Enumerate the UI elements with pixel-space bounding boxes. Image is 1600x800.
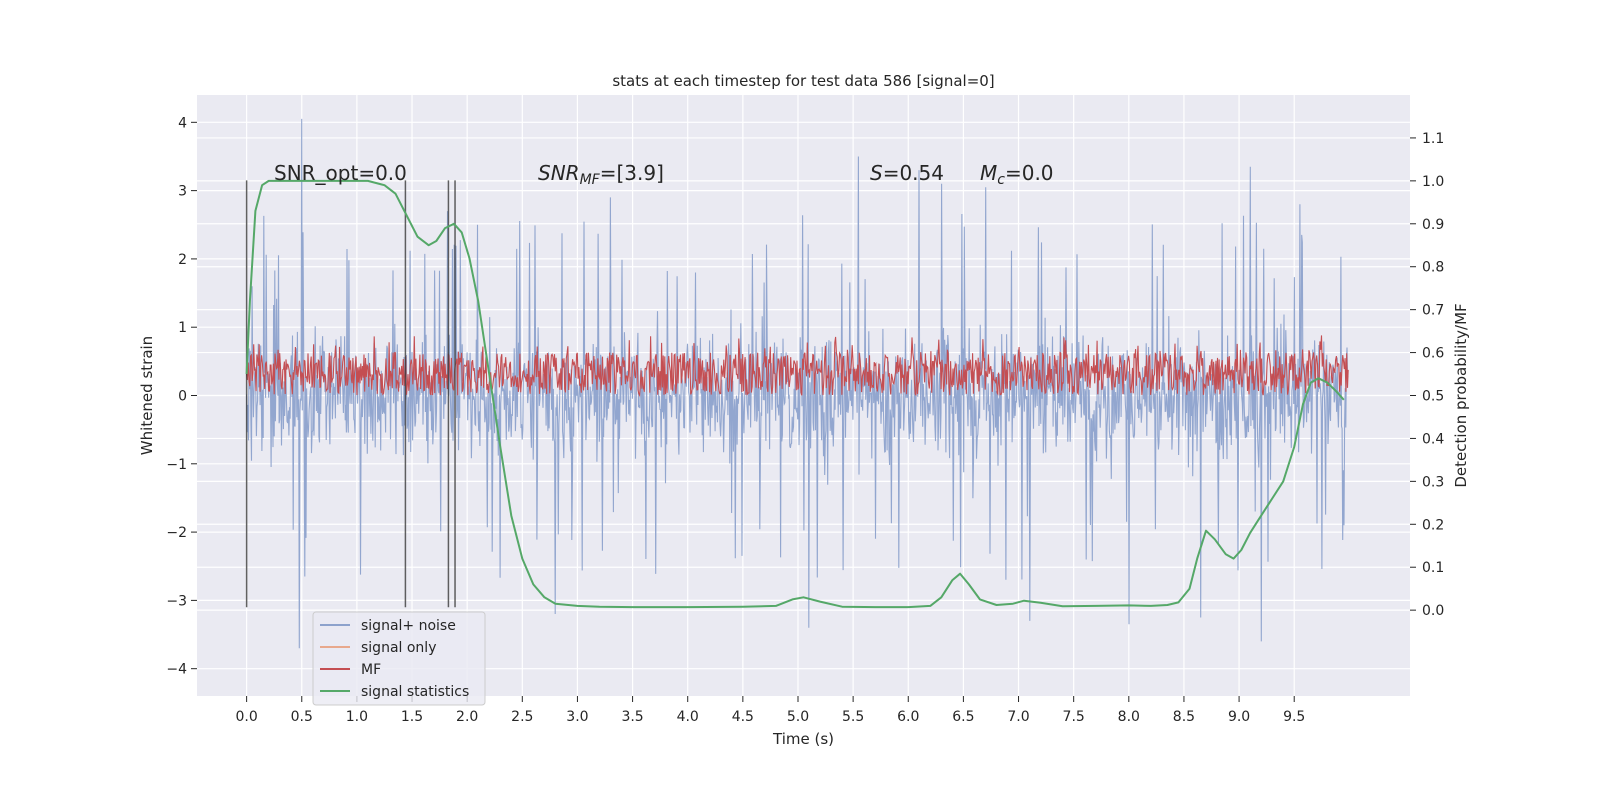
x-tick-label: 2.5: [511, 709, 533, 725]
s-value: =0.54: [883, 161, 944, 185]
x-tick-label: 3.0: [566, 709, 588, 725]
x-tick-label: 4.5: [732, 709, 754, 725]
snr-opt-annotation: SNR_opt=0.0: [274, 161, 407, 185]
right-y-tick-label: 0.7: [1422, 303, 1444, 319]
s-prefix: S: [870, 161, 883, 185]
x-tick-label: 8.5: [1173, 709, 1195, 725]
x-tick-label: 5.5: [842, 709, 864, 725]
chart-title: stats at each timestep for test data 586…: [612, 72, 994, 90]
signal-noise-series: [246, 118, 1349, 649]
x-tick-label: 0.5: [291, 709, 313, 725]
snr-mf-annotation: SNRMF=[3.9]: [538, 161, 664, 188]
legend: signal+ noise signal only MF signal statist…: [312, 611, 486, 706]
mc-value: =0.0: [1005, 161, 1054, 185]
legend-box: [312, 611, 486, 706]
legend-label: signal statistics: [361, 684, 469, 700]
x-tick-label: 7.0: [1007, 709, 1029, 725]
right-y-axis: 0.0 0.1 0.2 0.3 0.4 0.5 0.6 0.7 0.8 0.9 1.0 1.1: [1410, 131, 1444, 619]
right-y-tick-label: 0.2: [1422, 517, 1444, 533]
x-axis: 0.0 0.5 1.0 1.5 2.0 2.5 3.0 3.5 4.0 4.5 5.0 5.5 6.0 6…: [235, 696, 1305, 725]
snr-mf-subscript: MF: [580, 172, 601, 188]
left-y-tick-label: 1: [178, 320, 187, 336]
x-tick-label: 6.5: [952, 709, 974, 725]
right-y-tick-label: 0.3: [1422, 474, 1444, 490]
left-y-tick-label: −4: [166, 662, 187, 678]
left-y-axis: −4 −3 −2 −1 0 1 2 3 4: [166, 115, 197, 678]
x-tick-label: 1.0: [346, 709, 368, 725]
right-y-tick-label: 0.4: [1422, 431, 1444, 447]
mf-series: [246, 335, 1349, 398]
x-tick-label: 1.5: [401, 709, 423, 725]
snr-mf-prefix: SNR: [538, 161, 580, 185]
annotations: SNR_opt=0.0 SNRMF=[3.9] S=0.54 Mc=0.0: [274, 161, 1054, 188]
right-y-tick-label: 0.8: [1422, 260, 1444, 276]
mc-annotation: Mc=0.0: [980, 161, 1054, 188]
left-y-tick-label: −3: [166, 593, 187, 609]
x-axis-label: Time (s): [772, 730, 834, 748]
left-y-tick-label: 0: [178, 389, 187, 405]
x-tick-label: 5.0: [787, 709, 809, 725]
mc-subscript: c: [997, 172, 1005, 188]
right-y-tick-label: 0.9: [1422, 217, 1444, 233]
left-y-tick-label: 3: [178, 184, 187, 200]
right-y-tick-label: 1.1: [1422, 131, 1444, 147]
left-y-tick-label: −2: [166, 525, 187, 541]
signal-noise-line: [246, 118, 1349, 649]
right-y-tick-label: 1.0: [1422, 174, 1444, 190]
snr-mf-value: =[3.9]: [600, 161, 664, 185]
x-tick-label: 3.5: [621, 709, 643, 725]
x-tick-label: 4.0: [677, 709, 699, 725]
x-tick-label: 8.0: [1118, 709, 1140, 725]
right-y-axis-label: Detection probability/MF: [1452, 303, 1470, 487]
x-tick-label: 7.5: [1063, 709, 1085, 725]
signal-statistics-series: [245, 179, 1345, 609]
right-y-tick-label: 0.5: [1422, 389, 1444, 405]
right-y-tick-label: 0.0: [1422, 603, 1444, 619]
mf-line: [246, 335, 1349, 398]
right-y-tick-label: 0.6: [1422, 346, 1444, 362]
x-tick-label: 2.0: [456, 709, 478, 725]
left-y-tick-label: 4: [178, 115, 187, 131]
right-y-tick-label: 0.1: [1422, 560, 1444, 576]
y-axis-label: Whitened strain: [138, 336, 156, 455]
legend-label: signal only: [361, 640, 436, 656]
x-tick-label: 9.0: [1228, 709, 1250, 725]
x-tick-label: 9.5: [1283, 709, 1305, 725]
s-annotation: S=0.54: [870, 161, 944, 185]
left-y-tick-label: −1: [166, 457, 187, 473]
legend-label: signal+ noise: [361, 618, 456, 634]
vertical-markers: [245, 180, 456, 608]
mc-prefix: M: [980, 161, 997, 185]
x-tick-label: 0.0: [235, 709, 257, 725]
signal-statistics-line: [245, 179, 1345, 609]
x-tick-label: 6.0: [897, 709, 919, 725]
legend-label: MF: [361, 662, 381, 678]
left-y-tick-label: 2: [178, 252, 187, 268]
